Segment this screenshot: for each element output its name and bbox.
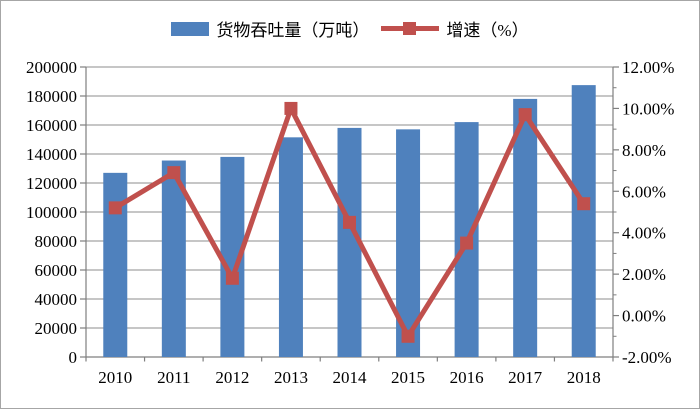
legend-item-growth: 增速（%） [381, 16, 529, 41]
line-marker-2018 [577, 197, 591, 211]
left-axis-tick-label: 140000 [26, 145, 77, 164]
x-axis-category-label: 2013 [274, 368, 308, 387]
x-axis-category-label: 2016 [450, 368, 484, 387]
x-axis-category-label: 2010 [98, 368, 132, 387]
x-axis-category-label: 2011 [157, 368, 190, 387]
chart-legend: 货物吞吐量（万吨） 增速（%） [1, 16, 699, 41]
legend-item-throughput: 货物吞吐量（万吨） [171, 16, 369, 41]
bar-2018 [571, 85, 596, 357]
line-marker-2014 [343, 215, 356, 229]
x-axis-category-label: 2014 [333, 368, 368, 387]
right-axis-tick-label: 8.00% [622, 141, 666, 160]
left-axis-tick-label: 100000 [26, 203, 77, 222]
bar-2013 [278, 137, 303, 357]
left-axis-tick-label: 40000 [35, 290, 78, 309]
left-axis-tick-label: 0 [69, 348, 78, 367]
bar-2017 [513, 98, 538, 358]
x-axis-category-label: 2012 [215, 368, 249, 387]
line-series-swatch [381, 22, 440, 35]
x-axis-category-label: 2018 [567, 368, 601, 387]
right-axis-tick-label: 4.00% [622, 224, 666, 243]
right-axis-tick-label: -2.00% [622, 348, 672, 367]
left-axis-tick-label: 200000 [26, 58, 77, 77]
left-axis-tick-label: 160000 [26, 116, 77, 135]
left-axis-tick-label: 120000 [26, 174, 77, 193]
left-axis-tick-label: 20000 [35, 319, 78, 338]
left-axis-tick-label: 60000 [35, 261, 78, 280]
right-axis-tick-label: 2.00% [622, 265, 666, 284]
line-series-label: 增速（%） [446, 21, 529, 40]
line-marker-2010 [108, 201, 122, 215]
right-axis-tick-label: 0.00% [622, 307, 666, 326]
x-axis-category-label: 2015 [391, 368, 425, 387]
left-axis-tick-label: 80000 [35, 232, 78, 251]
line-marker-2011 [167, 166, 181, 180]
line-marker-2017 [518, 108, 532, 122]
right-axis-tick-label: 10.00% [622, 99, 674, 118]
line-marker-2013 [284, 101, 298, 115]
line-swatch-marker-icon [403, 22, 417, 35]
right-axis-tick-label: 12.00% [622, 58, 674, 77]
bar-series-label: 货物吞吐量（万吨） [216, 21, 370, 40]
right-axis-tick-label: 6.00% [622, 182, 666, 201]
line-marker-2012 [225, 271, 239, 285]
bar-2011 [161, 160, 186, 357]
x-axis-category-label: 2017 [508, 368, 543, 387]
bar-series-swatch [171, 21, 210, 36]
left-axis-tick-label: 180000 [26, 87, 77, 106]
line-marker-2015 [401, 329, 415, 343]
line-marker-2016 [460, 236, 474, 250]
